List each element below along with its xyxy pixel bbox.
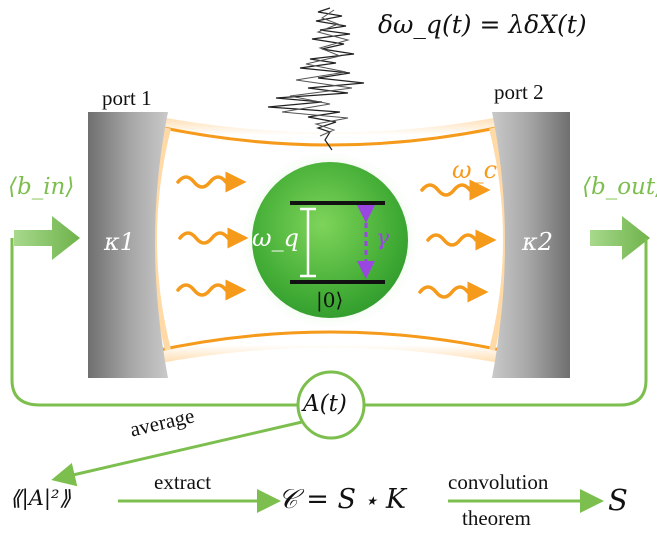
gamma-label: γ [376,226,390,251]
port2-label: port 2 [494,80,544,104]
expectation-label: ⟪|A|²⟫ [10,486,72,510]
cavity-upper-wall [149,123,511,147]
convolution-label: convolution [448,470,549,494]
extract-label: extract [154,470,212,494]
kappa2-label: κ2 [522,228,554,256]
kappa1-label: κ1 [104,228,136,256]
S-label: S [608,483,628,517]
average-arrow [51,420,303,487]
title-equation: δω_q(t) = λδX(t) [378,10,587,39]
b-in-label: ⟨b_in⟩ [8,174,75,200]
noise-trace [267,7,365,151]
photons-in [176,171,249,301]
A-t-label: A(t) [303,391,347,417]
input-arrow [14,216,80,260]
b-out-label: ⟨b_out⟩ [582,174,657,200]
A-t-circle [296,370,366,440]
port1-label: port 1 [102,86,152,110]
output-arrow [590,216,650,260]
feedback-loop [10,238,648,407]
theorem-label: theorem [462,506,531,530]
ground-state-label: |0⟩ [316,288,344,312]
mirror-right [492,112,570,378]
omega-q-label: ω_q [252,224,299,252]
noise-trace-2 [281,9,353,137]
omega-c-label: ω_c [452,156,498,184]
mirror-left [88,112,168,378]
convolution-equation: 𝒞 = S ⋆ K [278,484,407,515]
photons-out [418,179,497,303]
